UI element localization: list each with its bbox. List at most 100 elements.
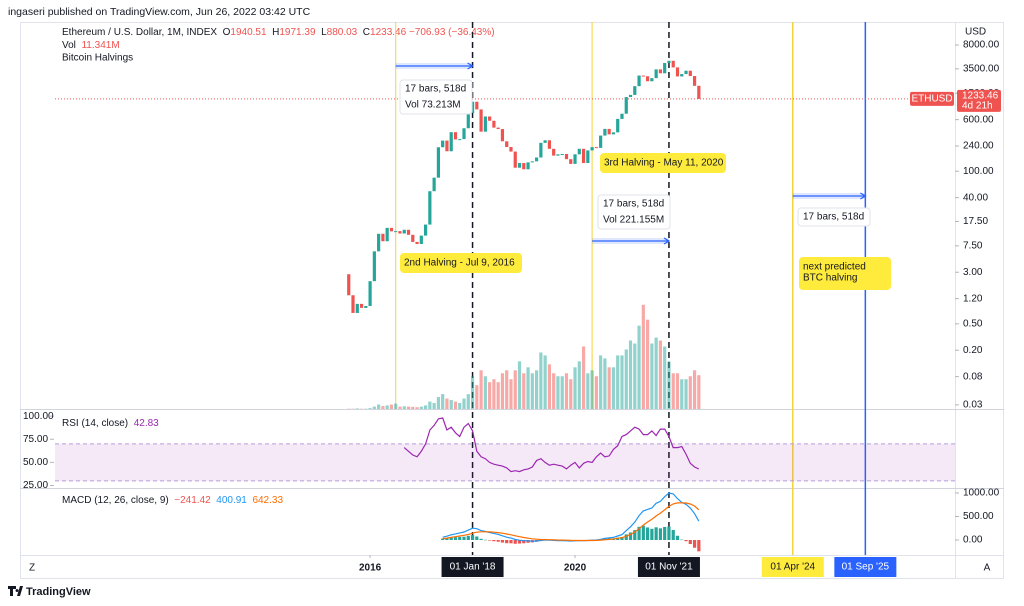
date-tag-bg bbox=[761, 557, 824, 577]
candle bbox=[581, 148, 586, 164]
range-box bbox=[797, 207, 871, 227]
candle bbox=[641, 75, 645, 77]
candle bbox=[479, 109, 483, 132]
macd-histogram-bar bbox=[637, 526, 641, 541]
volume-bar bbox=[415, 407, 419, 409]
candle bbox=[675, 67, 680, 77]
candle bbox=[560, 153, 564, 155]
range-box bbox=[399, 79, 473, 115]
candle bbox=[394, 231, 398, 233]
volume-bar bbox=[389, 404, 394, 409]
macd-tick-label: 500.00 bbox=[963, 511, 994, 522]
macd-histogram-bar bbox=[462, 536, 466, 541]
volume-bar bbox=[539, 352, 543, 409]
volume-bar bbox=[398, 406, 402, 409]
ohlc-value: 1940.51 bbox=[230, 27, 267, 38]
candle bbox=[650, 78, 654, 82]
candle bbox=[564, 153, 569, 160]
rsi-tick-label: 25.00 bbox=[23, 480, 48, 491]
candle bbox=[411, 234, 415, 242]
date-tag: 01 Nov '21 bbox=[645, 562, 693, 573]
rsi-tick-label: 50.00 bbox=[23, 457, 48, 468]
candle bbox=[347, 274, 351, 296]
date-tag: 01 Jan '18 bbox=[450, 562, 496, 573]
macd-histogram-bar bbox=[667, 526, 671, 541]
volume-bar bbox=[483, 376, 487, 409]
macd-histogram-bar bbox=[492, 540, 496, 542]
volume-bar bbox=[355, 408, 359, 409]
volume-bar bbox=[432, 403, 436, 409]
macd-histogram-bar bbox=[675, 535, 680, 541]
candle bbox=[590, 147, 594, 151]
macd-histogram-bar bbox=[475, 536, 479, 541]
candle bbox=[436, 147, 441, 178]
candle bbox=[364, 305, 368, 308]
corner-label: A bbox=[984, 563, 991, 574]
range-text: 17 bars, 518d bbox=[803, 212, 864, 223]
macd-histogram-bar bbox=[458, 536, 462, 541]
volume-bar bbox=[692, 370, 697, 409]
macd-histogram-bar bbox=[684, 540, 688, 542]
y-tick-label: 3500.00 bbox=[963, 63, 1000, 74]
candle bbox=[556, 154, 560, 156]
y-tick-label: 8000.00 bbox=[963, 40, 1000, 51]
candle bbox=[389, 227, 394, 232]
volume-bar bbox=[411, 406, 415, 409]
volume-bar bbox=[381, 406, 385, 409]
candle bbox=[406, 229, 411, 235]
volume-bar bbox=[650, 343, 654, 409]
macd-histogram-bar bbox=[453, 537, 458, 541]
volume-bar bbox=[603, 358, 607, 409]
range-text: 17 bars, 518d bbox=[405, 84, 466, 95]
macd-histogram-bar bbox=[488, 540, 492, 541]
ohlc-key: O bbox=[223, 27, 231, 38]
volume-bar bbox=[675, 373, 680, 409]
candle bbox=[462, 128, 466, 140]
macd-histogram-bar bbox=[646, 527, 650, 541]
candle bbox=[377, 233, 381, 252]
rsi-tick-label: 100.00 bbox=[23, 411, 54, 422]
macd-histogram-bar bbox=[663, 526, 667, 541]
volume-bar bbox=[577, 361, 581, 409]
macd-histogram-bar bbox=[470, 535, 475, 541]
y-tick-label: 0.50 bbox=[963, 318, 983, 329]
candle bbox=[607, 128, 611, 135]
volume-bar bbox=[441, 394, 445, 409]
macd-histogram-bar bbox=[650, 528, 654, 541]
ohlc-value: 1233.46 bbox=[370, 27, 407, 38]
candle bbox=[663, 62, 667, 74]
macd-histogram-bar bbox=[441, 538, 445, 541]
candle bbox=[680, 74, 684, 77]
candle bbox=[684, 70, 688, 75]
ohlc-value: 1971.39 bbox=[279, 27, 316, 38]
rsi-value: 42.83 bbox=[134, 418, 159, 429]
candle bbox=[543, 140, 547, 143]
symbol-tag-bg bbox=[910, 91, 954, 106]
volume-bar bbox=[458, 403, 462, 409]
change: −706.93 (−36.43%) bbox=[409, 27, 495, 38]
ohlc-key: C bbox=[363, 27, 370, 38]
candle bbox=[573, 154, 577, 164]
symbol-title: Ethereum / U.S. Dollar, 1M, INDEX bbox=[62, 27, 217, 38]
volume-bar bbox=[423, 405, 428, 409]
volume-bar bbox=[607, 367, 611, 409]
candle bbox=[688, 70, 692, 77]
volume-bar bbox=[402, 406, 406, 409]
range-text: Vol 221.155M bbox=[603, 215, 664, 226]
range-box bbox=[597, 194, 671, 230]
candle bbox=[611, 132, 616, 135]
candle bbox=[522, 163, 526, 170]
macd-histogram-bar bbox=[633, 530, 637, 541]
candle bbox=[398, 231, 402, 234]
candle bbox=[470, 101, 475, 113]
volume-bar bbox=[543, 355, 547, 409]
macd-histogram-bar bbox=[620, 536, 624, 541]
candle bbox=[586, 150, 590, 164]
volume-bar bbox=[453, 401, 458, 409]
macd-histogram-bar bbox=[688, 540, 692, 544]
date-tag-bg bbox=[834, 557, 897, 577]
volume-bar bbox=[406, 406, 411, 409]
tv-logo: TradingView bbox=[8, 586, 91, 598]
y-tick-label: 600.00 bbox=[963, 114, 994, 125]
